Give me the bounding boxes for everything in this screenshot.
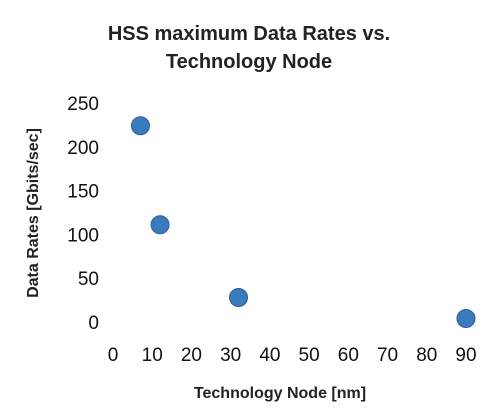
x-tick-label: 90 [455,345,476,366]
x-tick-label: 20 [181,345,202,366]
chart-title-line-1: HSS maximum Data Rates vs. [108,23,390,45]
data-points [130,116,476,328]
x-tick-label: 70 [377,345,398,366]
data-point [456,308,476,328]
data-point [150,215,170,235]
y-tick-label: 100 [67,225,99,246]
x-tick-label: 0 [108,345,119,366]
y-tick-label: 0 [88,313,99,334]
x-tick-label: 80 [416,345,437,366]
y-axis-tick-labels: 0 50 100 150 200 250 [67,94,99,334]
y-tick-label: 200 [67,138,99,159]
y-tick-label: 250 [67,94,99,115]
chart-title-line-2: Technology Node [166,51,332,73]
x-axis-title: Technology Node [nm] [194,385,366,402]
x-tick-label: 30 [220,345,241,366]
x-tick-label: 40 [259,345,280,366]
y-axis-title: Data Rates [Gbits/sec] [25,128,42,298]
y-tick-label: 150 [67,182,99,203]
x-axis-tick-labels: 0 10 20 30 40 50 60 70 80 90 [108,345,477,366]
data-point [229,287,249,307]
data-point [130,116,150,136]
x-tick-label: 50 [299,345,320,366]
y-tick-label: 50 [78,269,99,290]
x-tick-label: 10 [142,345,163,366]
x-tick-label: 60 [338,345,359,366]
